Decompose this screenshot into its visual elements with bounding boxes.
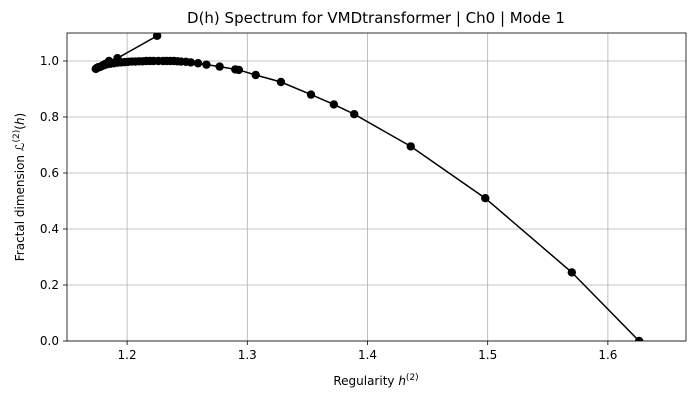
- series-markers: [91, 33, 644, 341]
- data-point: [634, 336, 644, 341]
- data-point: [152, 33, 162, 40]
- y-tick-label: 0.8: [40, 110, 59, 124]
- y-tick-label: 0.0: [40, 334, 59, 348]
- data-point: [276, 77, 286, 87]
- x-tick-label: 1.6: [598, 348, 617, 362]
- x-tick-label: 1.5: [478, 348, 497, 362]
- data-point: [251, 70, 260, 80]
- data-point: [350, 110, 359, 119]
- y-axis-label-argument: (: [13, 125, 27, 130]
- y-tick-label: 0.2: [40, 278, 59, 292]
- y-axis-label: Fractal dimension ℒ(2)(h): [12, 113, 27, 262]
- data-point: [234, 65, 244, 75]
- data-point: [329, 100, 339, 109]
- y-axis-ticks: 0.0 0.2 0.4 0.6 0.8 1.0: [40, 54, 67, 348]
- data-point: [306, 90, 316, 99]
- marker-layer: [91, 33, 644, 341]
- y-tick-label: 0.4: [40, 222, 59, 236]
- y-axis-label-symbol: ℒ: [13, 142, 27, 151]
- chart-title: D(h) Spectrum for VMDtransformer | Ch0 |…: [187, 9, 565, 27]
- y-tick-label: 1.0: [40, 54, 59, 68]
- x-tick-label: 1.4: [358, 348, 377, 362]
- data-point: [481, 194, 490, 203]
- x-axis-label: Regularity h(2): [333, 373, 418, 388]
- x-axis-label-symbol: h: [398, 374, 406, 388]
- x-tick-label: 1.3: [238, 348, 257, 362]
- x-axis-label-superscript: (2): [406, 373, 419, 383]
- x-axis-label-text: Regularity: [333, 374, 398, 388]
- y-axis-label-superscript: (2): [12, 130, 22, 143]
- y-axis-label-h: h: [13, 117, 27, 125]
- plot-frame: [66, 32, 687, 342]
- grid-lines: [67, 33, 686, 342]
- data-point: [215, 62, 224, 71]
- y-axis-label-text: Fractal dimension: [13, 151, 27, 261]
- x-tick-label: 1.2: [118, 348, 137, 362]
- y-axis-label-close: ): [13, 113, 27, 118]
- x-axis-ticks: 1.2 1.3 1.4 1.5 1.6: [118, 341, 617, 362]
- y-tick-label: 0.6: [40, 166, 59, 180]
- data-point: [406, 142, 415, 151]
- data-point: [202, 60, 211, 69]
- data-point: [193, 59, 203, 68]
- data-point: [567, 268, 577, 277]
- data-point: [186, 58, 195, 67]
